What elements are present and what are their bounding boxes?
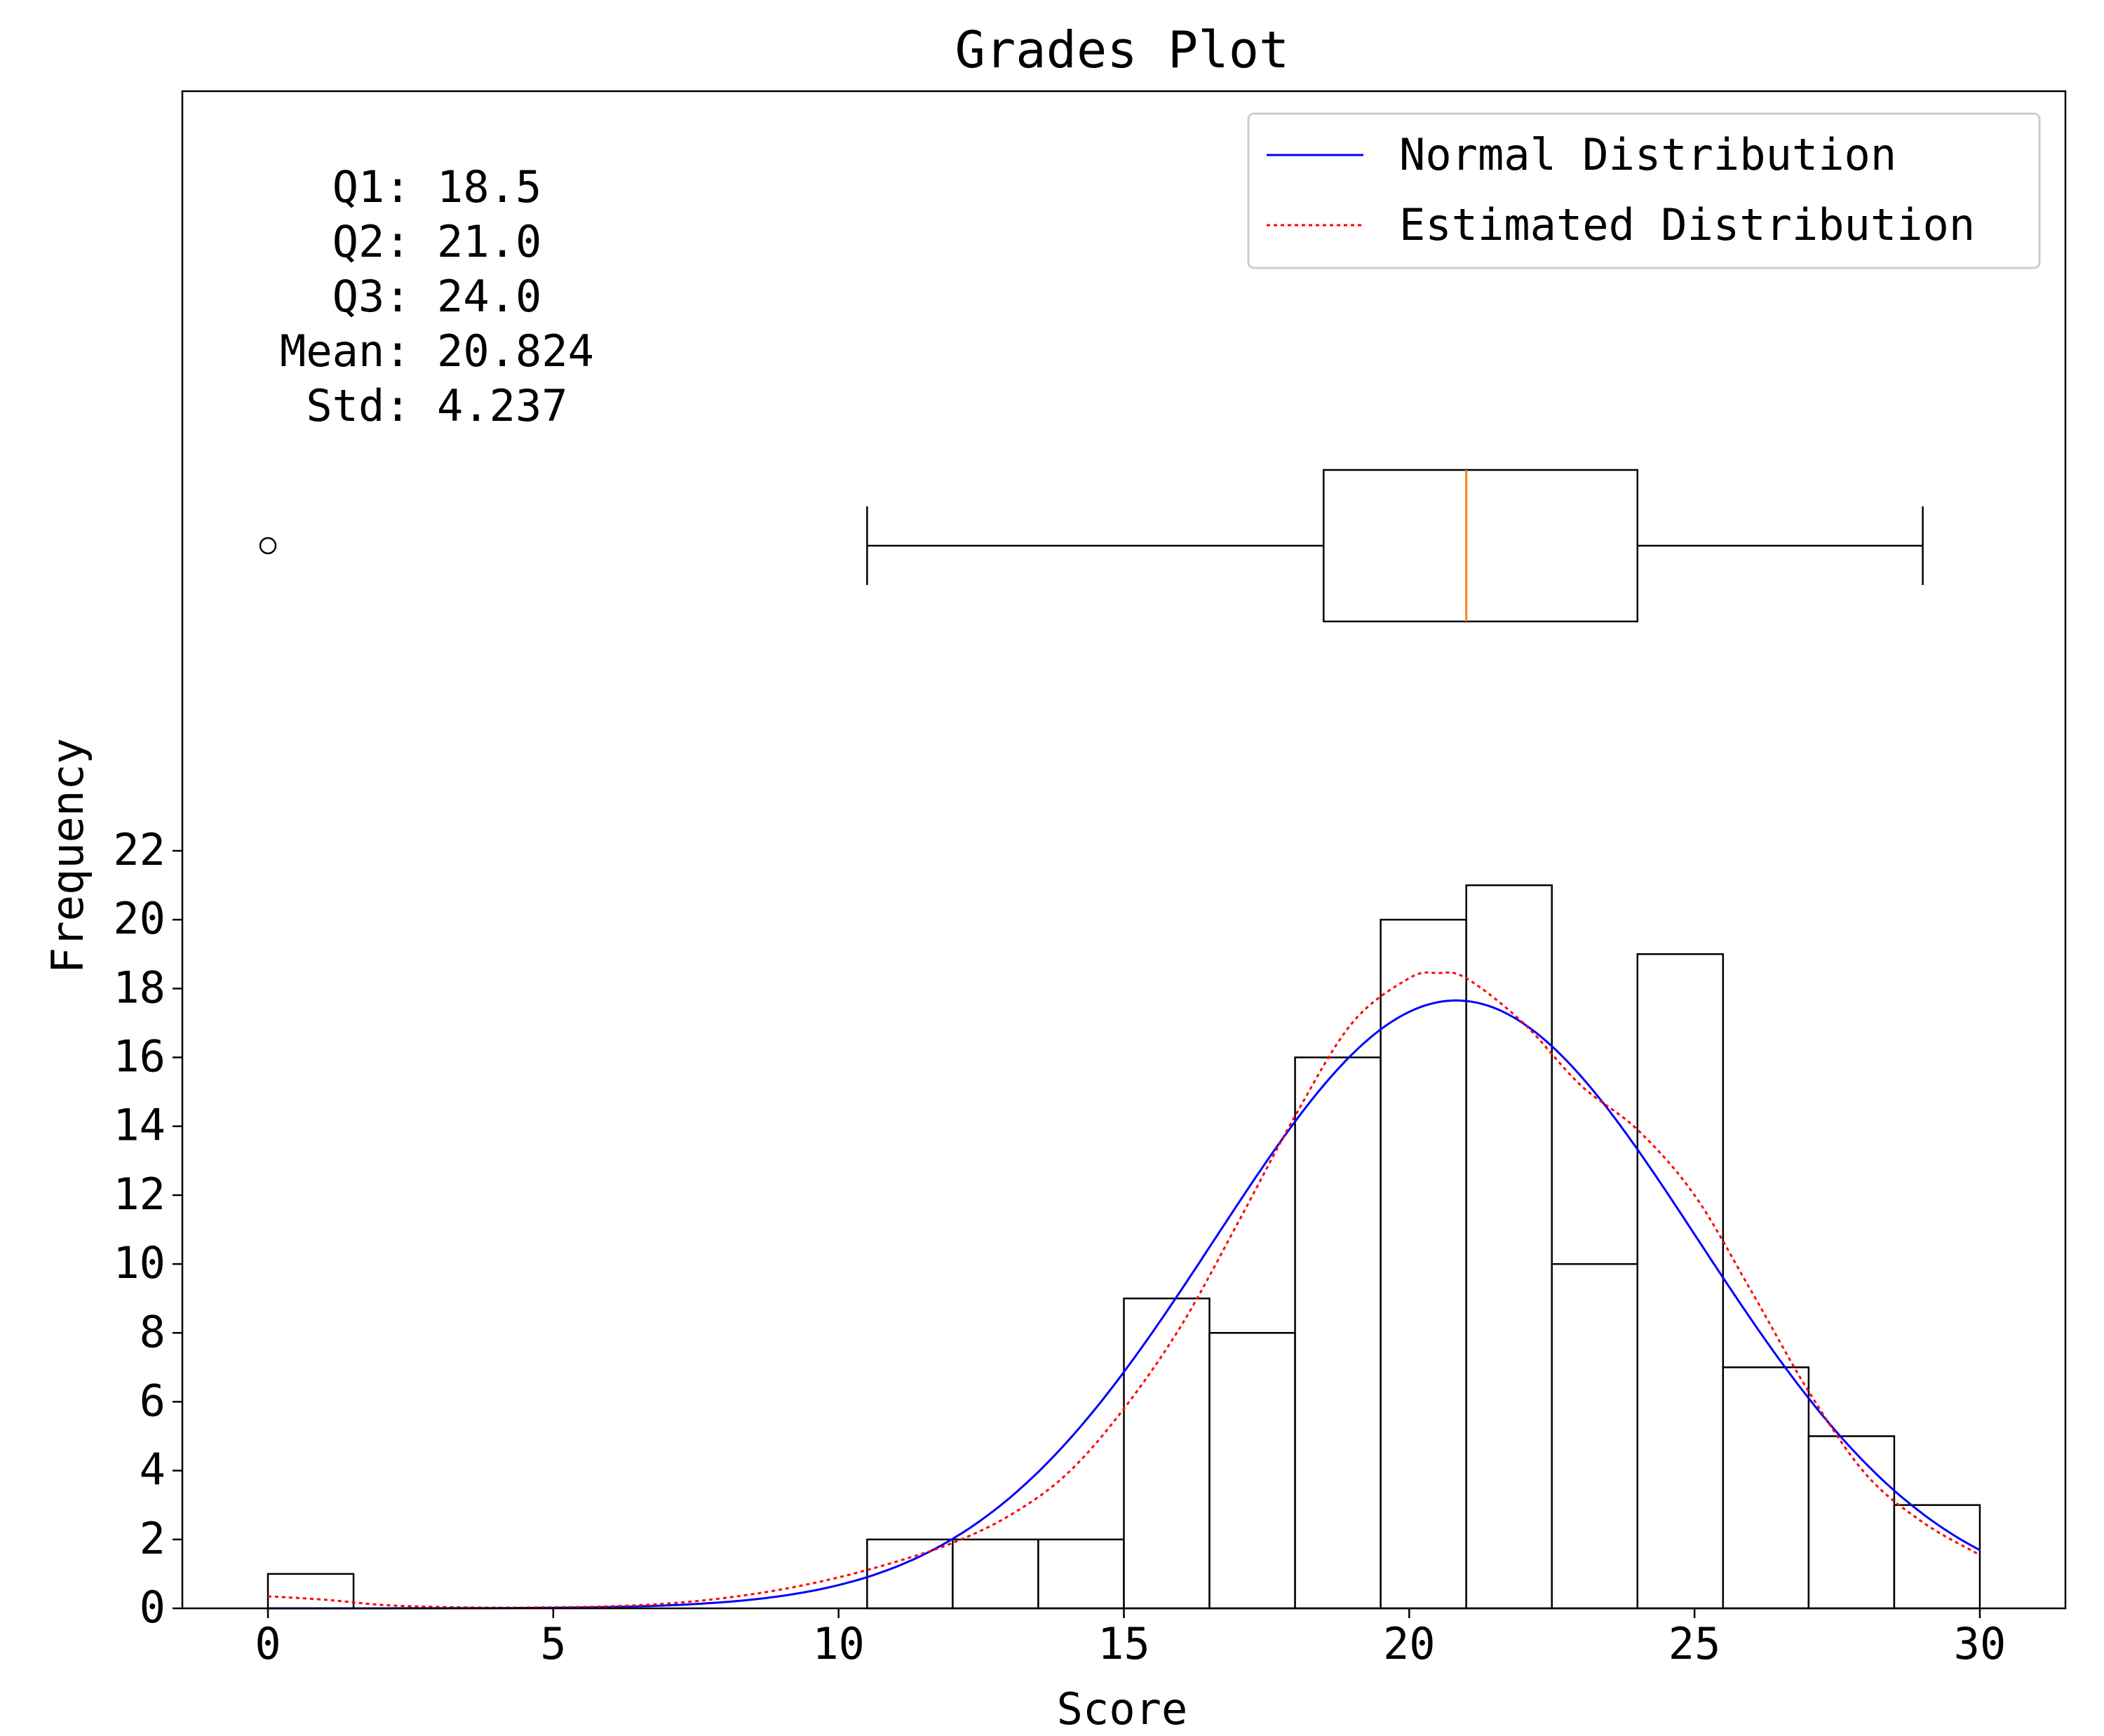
histogram-bar	[1294, 1056, 1382, 1610]
legend-frame	[1247, 112, 2041, 269]
boxplot-outlier	[259, 537, 277, 555]
estimated-distribution-curve	[267, 971, 1981, 1609]
legend: Normal Distribution Estimated Distributi…	[1247, 112, 2041, 269]
x-tick-label: 15	[1098, 1618, 1150, 1669]
histogram-bar	[1208, 1332, 1296, 1610]
histogram	[267, 884, 1981, 1610]
stat-q2: Q2: 21.0	[332, 216, 542, 267]
histogram-bar	[952, 1538, 1039, 1610]
x-tick-label: 30	[1954, 1618, 2007, 1669]
y-tick-label: 8	[140, 1306, 166, 1357]
histogram-bar	[1465, 884, 1553, 1610]
legend-estimated-label: Estimated Distribution	[1399, 199, 1975, 250]
histogram-bar	[267, 1573, 355, 1610]
y-tick-label: 2	[140, 1513, 166, 1564]
x-axis-label: Score	[1057, 1683, 1188, 1735]
histogram-bar	[1807, 1435, 1896, 1610]
stat-std: Std: 4.237	[306, 380, 567, 431]
stats-annotation: Q1: 18.5 Q2: 21.0 Q3: 24.0 Mean: 20.824 …	[280, 161, 594, 431]
histogram-bar	[866, 1538, 954, 1610]
boxplot-box	[1323, 469, 1639, 623]
y-tick-label: 20	[113, 893, 166, 944]
x-axis-ticks: 0 5 10 15 20 25 30	[255, 1608, 2006, 1669]
stat-mean: Mean: 20.824	[280, 325, 594, 377]
y-tick-label: 0	[140, 1582, 166, 1633]
legend-normal-label: Normal Distribution	[1399, 129, 1896, 180]
histogram-bar	[1380, 918, 1467, 1610]
y-tick-label: 14	[113, 1100, 166, 1151]
x-tick-label: 10	[812, 1618, 865, 1669]
y-tick-label: 18	[113, 962, 166, 1013]
stat-q3: Q3: 24.0	[332, 271, 542, 322]
histogram-bar	[1722, 1366, 1810, 1610]
y-tick-label: 10	[113, 1237, 166, 1288]
y-tick-label: 12	[113, 1169, 166, 1220]
y-tick-label: 6	[140, 1375, 166, 1426]
histogram-bar	[1037, 1538, 1125, 1610]
histogram-bar	[1551, 1263, 1639, 1610]
histogram-bar	[1123, 1297, 1211, 1610]
histogram-bar	[1636, 953, 1725, 1610]
y-axis-ticks: 0 2 4 6 8 10 12 14 16 18 20 22	[113, 824, 182, 1633]
y-tick-label: 4	[140, 1444, 166, 1495]
x-tick-label: 0	[255, 1618, 281, 1669]
x-tick-label: 20	[1383, 1618, 1436, 1669]
x-tick-label: 25	[1668, 1618, 1721, 1669]
stat-q1: Q1: 18.5	[332, 161, 542, 213]
x-tick-label: 5	[540, 1618, 566, 1669]
boxplot	[259, 469, 1924, 623]
histogram-bar	[1893, 1504, 1981, 1610]
y-tick-label: 16	[113, 1031, 166, 1082]
y-tick-label: 22	[113, 824, 166, 875]
y-axis-label: Frequency	[42, 738, 93, 974]
chart-title: Grades Plot	[955, 20, 1290, 79]
